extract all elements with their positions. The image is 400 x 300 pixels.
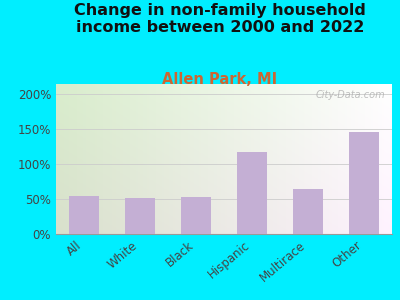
Text: Change in non-family household
income between 2000 and 2022: Change in non-family household income be… <box>74 3 366 35</box>
Bar <box>348 132 379 234</box>
Text: Allen Park, MI: Allen Park, MI <box>162 72 278 87</box>
Bar <box>69 196 100 234</box>
Bar <box>181 197 212 234</box>
Bar <box>237 152 268 234</box>
Bar <box>125 198 155 234</box>
Bar <box>293 189 324 234</box>
Text: City-Data.com: City-Data.com <box>316 90 385 100</box>
